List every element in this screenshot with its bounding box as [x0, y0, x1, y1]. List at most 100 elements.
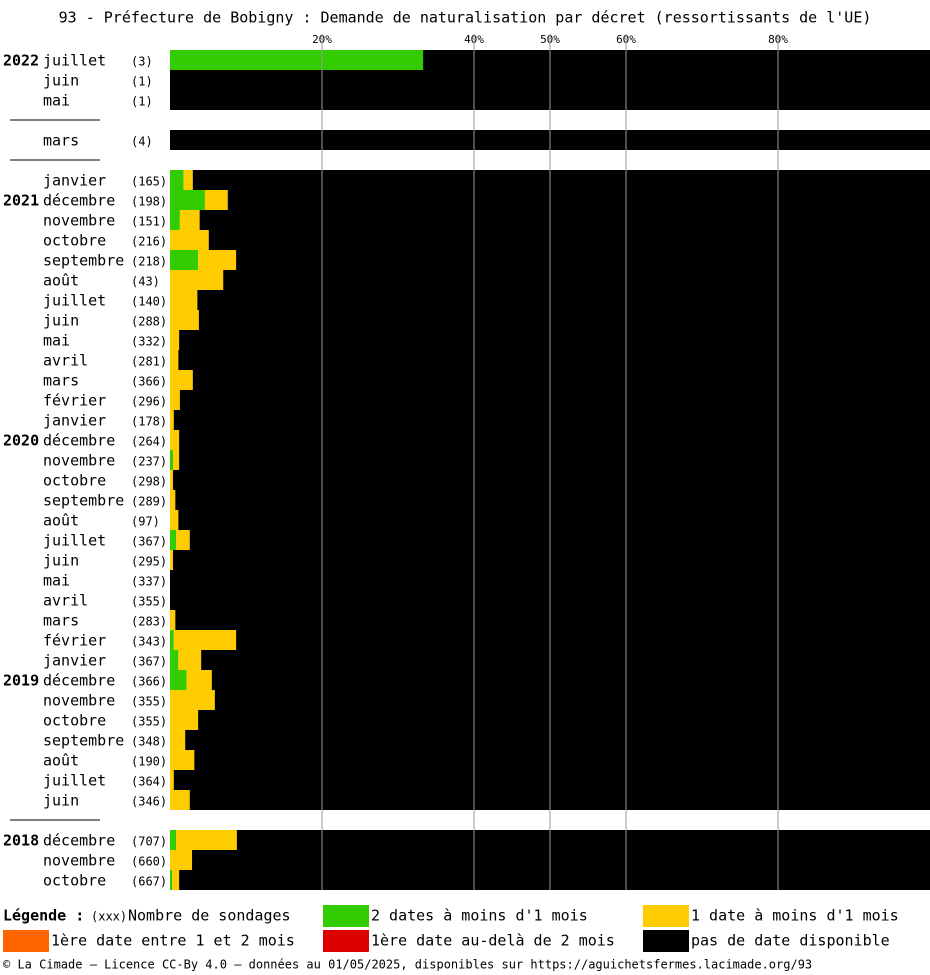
- bar-segment: [170, 210, 180, 230]
- category-label: mai: [43, 572, 70, 590]
- bar-segment: [170, 730, 186, 750]
- category-label: octobre: [43, 712, 106, 730]
- bar-segment: [236, 250, 930, 270]
- count-label: (3): [131, 55, 153, 69]
- bar-segment: [176, 830, 237, 850]
- legend-swatch: [323, 930, 369, 952]
- count-label: (289): [131, 495, 167, 509]
- legend-swatch: [643, 930, 689, 952]
- legend-swatch: [3, 930, 49, 952]
- bar-segment: [201, 650, 930, 670]
- bar-segment: [170, 670, 187, 690]
- bar-segment: [204, 190, 228, 210]
- bar-segment: [170, 850, 193, 870]
- bar-segment: [170, 790, 190, 810]
- category-label: juin: [43, 792, 79, 810]
- count-label: (343): [131, 635, 167, 649]
- bar-segment: [170, 630, 174, 650]
- count-label: (366): [131, 375, 167, 389]
- bar-segment: [179, 450, 930, 470]
- category-label: mai: [43, 92, 70, 110]
- bar-segment: [170, 510, 179, 530]
- bar-segment: [170, 870, 173, 890]
- footer: © La Cimade — Licence CC-By 4.0 — donnée…: [3, 958, 812, 972]
- count-label: (281): [131, 355, 167, 369]
- year-label: 2019: [3, 672, 39, 690]
- category-label: mars: [43, 372, 79, 390]
- category-label: septembre: [43, 252, 124, 270]
- count-label: (332): [131, 335, 167, 349]
- category-label: décembre: [43, 192, 115, 210]
- count-label: (151): [131, 215, 167, 229]
- bar-segment: [236, 830, 930, 850]
- category-label: janvier: [43, 412, 106, 430]
- category-label: août: [43, 272, 79, 290]
- year-label: 2020: [3, 432, 39, 450]
- count-label: (367): [131, 655, 167, 669]
- bar-segment: [198, 250, 237, 270]
- bar-segment: [179, 430, 930, 450]
- bar-segment: [173, 630, 237, 650]
- category-label: juillet: [43, 52, 106, 70]
- bar-segment: [186, 670, 212, 690]
- count-label: (295): [131, 555, 167, 569]
- count-label: (178): [131, 415, 167, 429]
- bar-segment: [192, 370, 930, 390]
- category-label: novembre: [43, 692, 115, 710]
- bar-segment: [179, 330, 930, 350]
- count-label: (140): [131, 295, 167, 309]
- count-label: (1): [131, 75, 153, 89]
- bar-segment: [173, 770, 930, 790]
- bar-segment: [211, 670, 930, 690]
- category-label: juillet: [43, 772, 106, 790]
- category-label: juin: [43, 552, 79, 570]
- bar-segment: [199, 210, 930, 230]
- count-label: (288): [131, 315, 167, 329]
- bar-segment: [170, 290, 198, 310]
- legend-label: pas de date disponible: [691, 932, 890, 950]
- category-label: septembre: [43, 492, 124, 510]
- category-label: mai: [43, 332, 70, 350]
- bar-segment: [170, 170, 184, 190]
- count-label: (366): [131, 675, 167, 689]
- bar-segment: [178, 510, 930, 530]
- bar-segment: [179, 210, 200, 230]
- bar-segment: [173, 470, 930, 490]
- category-label: janvier: [43, 652, 106, 670]
- bar-segment: [170, 750, 195, 770]
- bar-segment: [178, 650, 202, 670]
- category-label: février: [43, 632, 106, 650]
- bar-segment: [170, 650, 179, 670]
- bar-segment: [173, 410, 930, 430]
- category-label: mars: [43, 612, 79, 630]
- chart-title: 93 - Préfecture de Bobigny : Demande de …: [59, 9, 872, 27]
- bar-segment: [198, 710, 930, 730]
- category-label: décembre: [43, 672, 115, 690]
- bar-segment: [223, 270, 930, 290]
- bar-segment: [170, 470, 174, 490]
- count-label: (355): [131, 595, 167, 609]
- count-label: (4): [131, 135, 153, 149]
- category-label: juin: [43, 312, 79, 330]
- bar-segment: [214, 690, 930, 710]
- count-label: (216): [131, 235, 167, 249]
- bar-segment: [183, 170, 193, 190]
- count-label: (355): [131, 695, 167, 709]
- legend-swatch: [643, 905, 689, 927]
- category-label: novembre: [43, 852, 115, 870]
- bar-segment: [170, 710, 199, 730]
- count-label: (364): [131, 775, 167, 789]
- bar-segment: [197, 290, 930, 310]
- bar-segment: [173, 550, 930, 570]
- category-label: janvier: [43, 172, 106, 190]
- count-label: (660): [131, 855, 167, 869]
- legend-label: 1ère date au-delà de 2 mois: [371, 932, 615, 950]
- category-label: juillet: [43, 292, 106, 310]
- bar-segment: [170, 410, 174, 430]
- bar-segment: [236, 630, 930, 650]
- category-label: février: [43, 392, 106, 410]
- count-label: (218): [131, 255, 167, 269]
- count-label: (264): [131, 435, 167, 449]
- bar-segment: [172, 870, 180, 890]
- count-label: (43): [131, 275, 160, 289]
